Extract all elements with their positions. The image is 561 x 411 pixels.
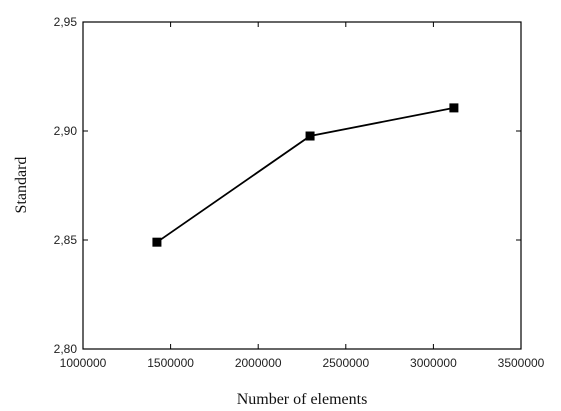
x-tick-label: 1500000 xyxy=(147,356,194,370)
x-tick-label: 2500000 xyxy=(322,356,369,370)
x-tick-label: 3500000 xyxy=(498,356,545,370)
line xyxy=(156,107,455,243)
marker xyxy=(449,103,459,113)
x-tick-label: 1000000 xyxy=(60,356,107,370)
marker xyxy=(152,237,162,247)
y-tick-label: 2,85 xyxy=(54,233,78,247)
marker xyxy=(305,131,315,141)
y-tick-label: 2,80 xyxy=(54,342,78,356)
x-axis-title: Number of elements xyxy=(237,391,368,408)
y-axis-title: Standard xyxy=(13,157,30,214)
y-tick-label: 2,95 xyxy=(54,15,78,29)
plot-frame xyxy=(82,21,522,350)
x-tick-label: 3000000 xyxy=(410,356,457,370)
y-tick-label: 2,90 xyxy=(54,124,78,138)
x-tick-label: 2000000 xyxy=(235,356,282,370)
